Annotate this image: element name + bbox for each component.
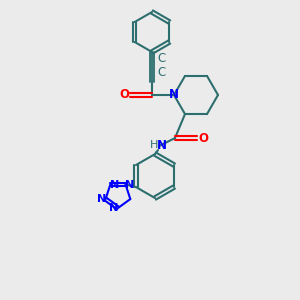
Text: N: N [97, 194, 106, 204]
Text: N: N [157, 139, 167, 152]
Text: C: C [157, 65, 165, 79]
Text: N: N [125, 179, 134, 190]
Text: O: O [119, 88, 129, 101]
Text: C: C [157, 52, 165, 64]
Text: N: N [109, 203, 119, 213]
Text: H: H [150, 140, 158, 150]
Text: N: N [169, 88, 179, 100]
Text: N: N [110, 179, 119, 190]
Text: O: O [198, 132, 208, 145]
